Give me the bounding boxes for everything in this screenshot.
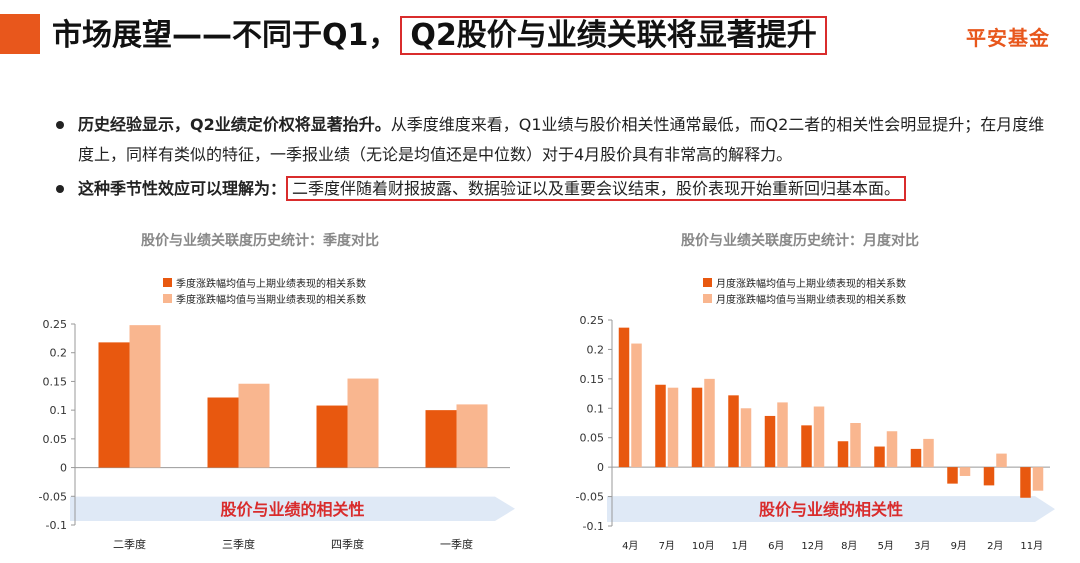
y-tick-label: 0.2 bbox=[587, 343, 605, 356]
bar-curr bbox=[850, 423, 861, 468]
x-tick-label: 8月 bbox=[841, 540, 857, 552]
legend-swatch bbox=[703, 294, 712, 303]
y-tick-label: 0 bbox=[597, 461, 604, 474]
bar-curr bbox=[813, 406, 825, 468]
x-tick-label: 10月 bbox=[692, 540, 715, 552]
bullet-1-text: 从季度维度来看，Q1业绩与股价相关性通常最低，而Q2二者的相关性会明显提升；在月… bbox=[78, 115, 1045, 164]
x-tick-label: 四季度 bbox=[331, 537, 364, 551]
y-tick-label: 0.15 bbox=[580, 373, 605, 386]
y-tick-label: -0.05 bbox=[39, 490, 67, 503]
y-tick-label: 0.05 bbox=[580, 432, 605, 445]
accent-block bbox=[0, 14, 40, 54]
y-tick-label: 0.25 bbox=[43, 318, 68, 331]
bar-prev bbox=[837, 441, 849, 468]
x-tick-label: 一季度 bbox=[440, 537, 473, 551]
correlation-band bbox=[70, 496, 515, 521]
y-tick-label: 0.05 bbox=[43, 433, 68, 446]
y-tick-label: -0.1 bbox=[583, 520, 604, 533]
bullet-dot-icon bbox=[56, 121, 64, 129]
bar-curr bbox=[1032, 467, 1044, 491]
legend-label: 季度涨跌幅均值与当期业绩表现的相关系数 bbox=[176, 293, 366, 306]
bar-curr bbox=[777, 402, 788, 468]
bar-prev bbox=[910, 448, 922, 468]
y-tick-label: -0.1 bbox=[46, 519, 67, 532]
bullet-1-bold: 历史经验显示，Q2业绩定价权将显著抬升。 bbox=[78, 115, 391, 134]
quarterly-chart: 股价与业绩的相关性 0.25 0.2 0.15 0.1 0.05 0 -0.05 -0.1 二季度… bbox=[39, 277, 515, 551]
band-label: 股价与业绩的相关性 bbox=[220, 500, 364, 519]
x-tick-label: 2月 bbox=[987, 540, 1003, 552]
bar-curr bbox=[996, 453, 1007, 468]
bar-prev bbox=[655, 384, 666, 468]
monthly-chart: 股价与业绩的相关性 0.25 0.2 0.15 0.1 0.05 0 -0.05 -0.1 4月 7… bbox=[576, 277, 1055, 552]
x-tick-label: 3月 bbox=[914, 540, 930, 552]
x-tick-label: 6月 bbox=[768, 540, 784, 552]
bar-curr bbox=[129, 325, 161, 468]
bar-curr bbox=[740, 408, 752, 468]
y-tick-label: 0 bbox=[60, 462, 67, 475]
monthly-chart-panel: 股价与业绩关联度历史统计：月度对比 股价与业绩的相关性 0.25 0.2 0.15 0.… bbox=[540, 220, 1060, 559]
y-tick-label: 0.2 bbox=[50, 347, 68, 360]
legend-label: 月度涨跌幅均值与当期业绩表现的相关系数 bbox=[716, 293, 906, 306]
bar-curr bbox=[704, 378, 715, 468]
x-tick-label: 三季度 bbox=[222, 537, 255, 551]
bar-curr bbox=[886, 431, 898, 468]
x-tick-label: 12月 bbox=[801, 540, 824, 552]
page-title: 市场展望——不同于Q1， Q2股价与业绩关联将显著提升 bbox=[52, 10, 827, 55]
title-prefix: 市场展望——不同于Q1， bbox=[52, 18, 399, 53]
bullet-2: 这种季节性效应可以理解为： 二季度伴随着财报披露、数据验证以及重要会议结束，股价表… bbox=[52, 174, 1052, 204]
y-tick-label: -0.05 bbox=[576, 491, 604, 504]
bar-prev bbox=[874, 446, 885, 468]
y-tick-label: 0.1 bbox=[50, 404, 68, 417]
x-tick-label: 7月 bbox=[659, 540, 675, 552]
legend-swatch bbox=[163, 294, 172, 303]
title-highlight: Q2股价与业绩关联将显著提升 bbox=[400, 16, 827, 55]
bar-prev bbox=[425, 410, 457, 468]
x-tick-label: 4月 bbox=[622, 540, 638, 552]
x-tick-label: 5月 bbox=[878, 540, 894, 552]
band-label: 股价与业绩的相关性 bbox=[759, 500, 903, 519]
bar-prev bbox=[801, 425, 812, 468]
x-tick-label: 9月 bbox=[951, 540, 967, 552]
bar-prev bbox=[207, 397, 239, 468]
bar-prev bbox=[947, 467, 958, 484]
bar-prev bbox=[728, 395, 739, 468]
bullet-list: 历史经验显示，Q2业绩定价权将显著抬升。从季度维度来看，Q1业绩与股价相关性通常… bbox=[52, 110, 1052, 204]
y-tick-label: 0.1 bbox=[587, 402, 605, 415]
legend-label: 季度涨跌幅均值与上期业绩表现的相关系数 bbox=[176, 277, 366, 290]
monthly-chart-title: 股价与业绩关联度历史统计：月度对比 bbox=[681, 233, 919, 249]
bullet-2-bold: 这种季节性效应可以理解为： bbox=[78, 179, 287, 198]
quarterly-chart-title: 股价与业绩关联度历史统计：季度对比 bbox=[141, 233, 379, 249]
bullet-1: 历史经验显示，Q2业绩定价权将显著抬升。从季度维度来看，Q1业绩与股价相关性通常… bbox=[52, 110, 1052, 170]
bar-curr bbox=[667, 387, 679, 468]
y-tick-label: 0.15 bbox=[43, 375, 68, 388]
x-tick-label: 二季度 bbox=[113, 537, 146, 551]
bar-curr bbox=[456, 404, 488, 468]
bar-prev bbox=[764, 415, 776, 468]
quarterly-chart-panel: 股价与业绩关联度历史统计：季度对比 股价与业绩的相关性 0.25 0.2 0.15 0.… bbox=[0, 220, 520, 559]
header-bar: 市场展望——不同于Q1， Q2股价与业绩关联将显著提升 平安基金 bbox=[0, 0, 1080, 78]
bar-curr bbox=[238, 383, 270, 468]
correlation-band bbox=[607, 496, 1055, 522]
x-tick-label: 1月 bbox=[732, 540, 748, 552]
legend-label: 月度涨跌幅均值与上期业绩表现的相关系数 bbox=[716, 277, 906, 290]
bar-curr bbox=[923, 438, 934, 468]
y-tick-label: 0.25 bbox=[580, 314, 605, 327]
legend-swatch bbox=[703, 278, 712, 287]
bar-prev bbox=[316, 405, 348, 468]
bar-prev bbox=[98, 342, 130, 468]
bar-prev bbox=[691, 387, 703, 468]
bar-curr bbox=[631, 343, 642, 468]
bar-prev bbox=[983, 467, 995, 486]
brand-logo: 平安基金 bbox=[966, 26, 1050, 50]
legend-swatch bbox=[163, 278, 172, 287]
bar-curr bbox=[347, 378, 379, 468]
bullet-2-boxed: 二季度伴随着财报披露、数据验证以及重要会议结束，股价表现开始重新回归基本面。 bbox=[286, 176, 907, 201]
bullet-dot-icon bbox=[56, 185, 64, 193]
bar-prev bbox=[618, 327, 630, 468]
x-tick-label: 11月 bbox=[1020, 540, 1043, 552]
bar-curr bbox=[959, 467, 971, 476]
bar-prev bbox=[1020, 467, 1031, 498]
